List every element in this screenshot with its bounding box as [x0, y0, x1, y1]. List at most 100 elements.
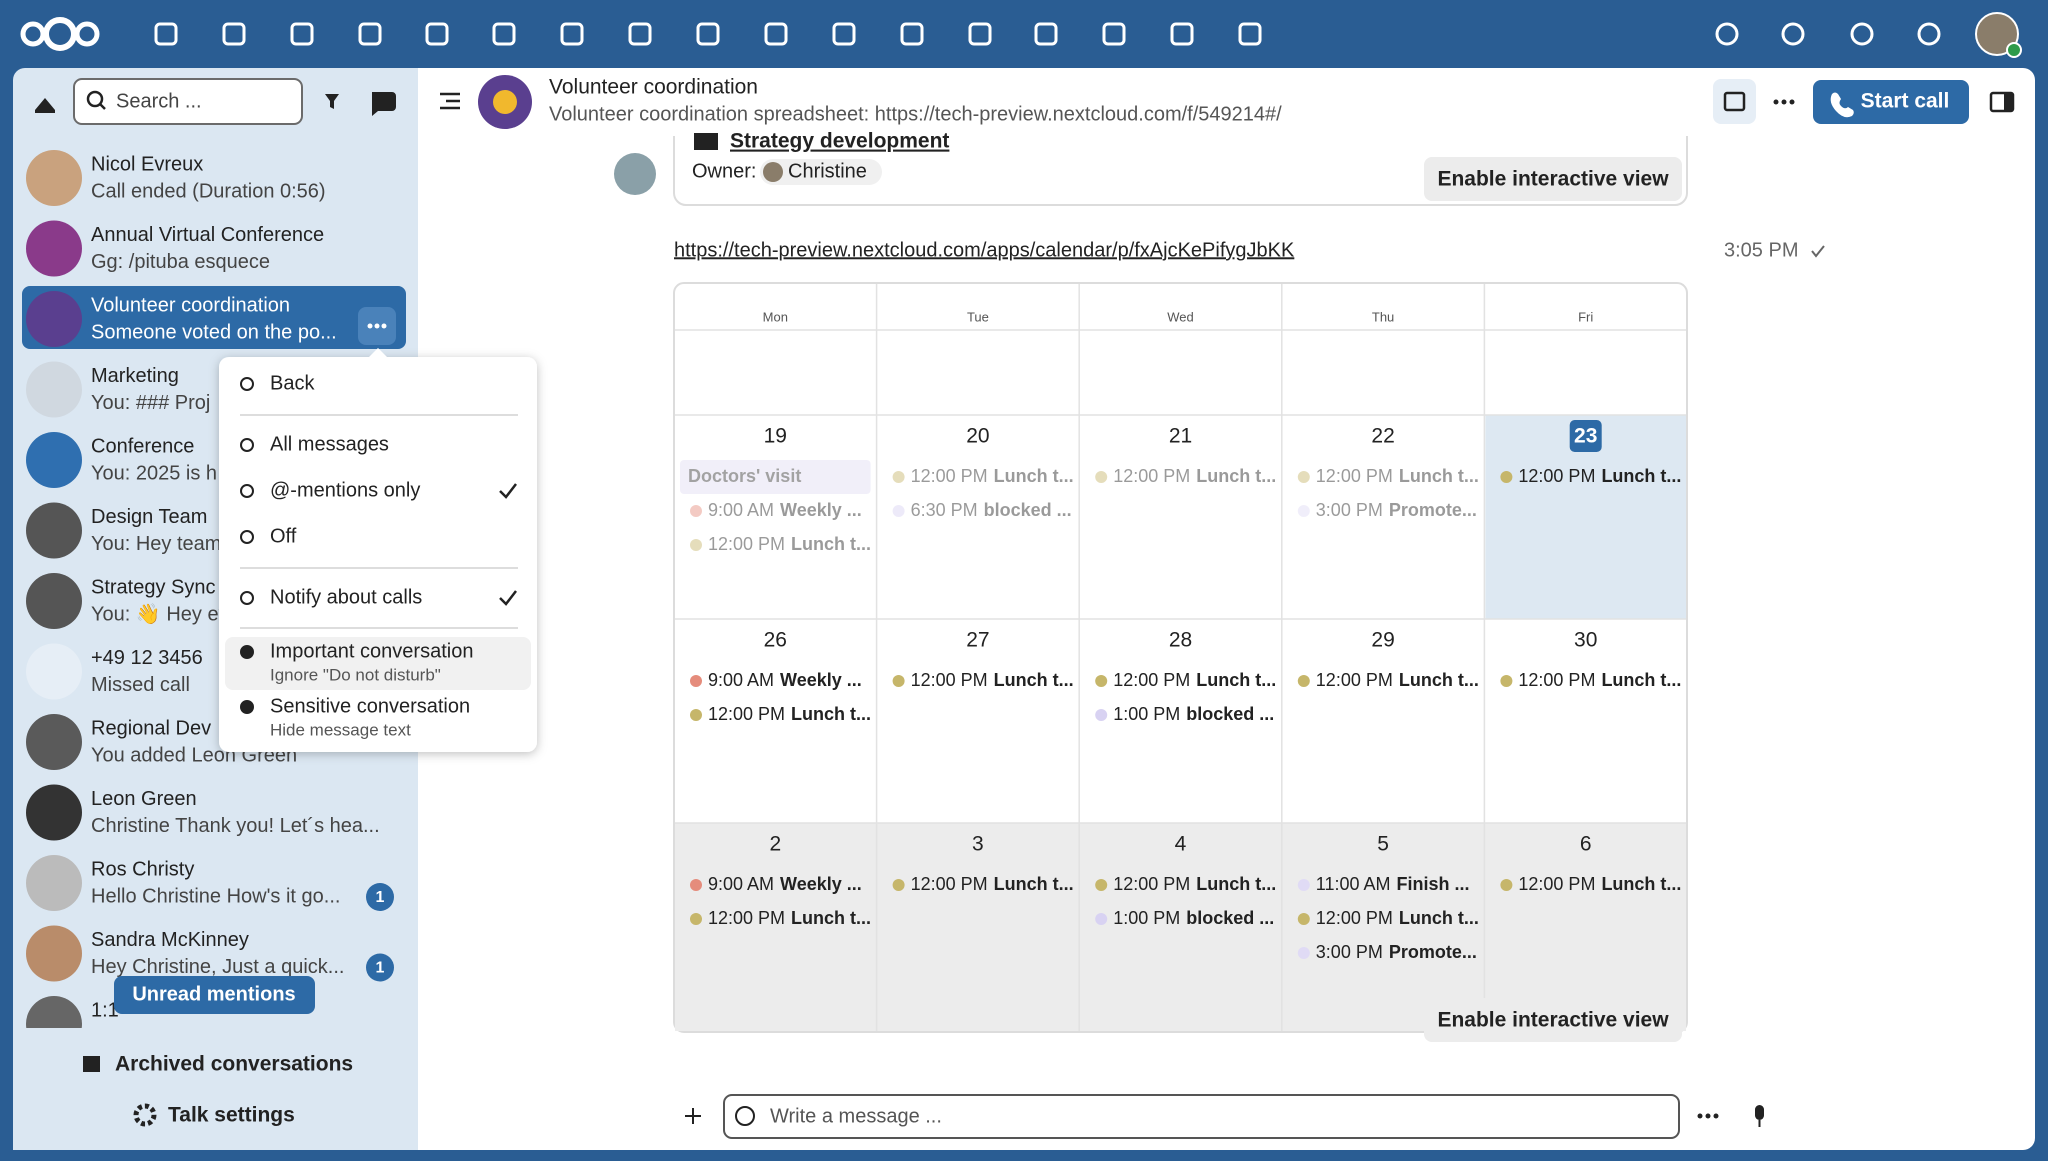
conversation-name[interactable]: 1:1 [91, 999, 119, 1021]
search-placeholder[interactable]: Search ... [116, 90, 202, 112]
app-icon[interactable] [696, 22, 720, 46]
event-title: Lunch t... [791, 908, 871, 928]
day-number: 30 [1574, 629, 1597, 652]
enable-interactive-button[interactable] [1424, 998, 1682, 1042]
event-label: 1:00 PM blocked ... [1113, 704, 1274, 724]
new-conversation-button[interactable] [372, 92, 396, 116]
conversation-name[interactable]: Regional Dev [91, 717, 211, 739]
menu-icon [240, 645, 254, 659]
conversation-name[interactable]: Ros Christy [91, 858, 194, 880]
event-title: Lunch t... [791, 534, 871, 554]
logo[interactable] [20, 17, 100, 51]
event-time: 12:00 PM [1113, 874, 1190, 894]
conversation-name[interactable]: Annual Virtual Conference [91, 224, 324, 246]
filter-button[interactable] [325, 94, 339, 109]
event-time: 12:00 PM [1316, 908, 1393, 928]
conversation-name[interactable]: Sandra McKinney [91, 929, 249, 951]
app-icon[interactable] [425, 22, 449, 46]
event-title: Weekly ... [780, 670, 862, 690]
talk-settings[interactable]: Talk settings [168, 1104, 295, 1127]
enable-interactive-label[interactable]: Enable interactive view [1437, 1009, 1669, 1032]
weekday-label: Wed [1167, 309, 1194, 324]
conversation-name[interactable]: Strategy Sync [91, 576, 216, 598]
unread-badge [366, 953, 394, 982]
event-title: blocked ... [1186, 704, 1274, 724]
menu-item[interactable]: Back [270, 372, 315, 394]
app-icon[interactable] [560, 22, 584, 46]
event-title: Lunch t... [994, 466, 1074, 486]
more-button[interactable] [1773, 99, 1795, 105]
card-title[interactable]: Strategy development [730, 130, 949, 153]
app-icon[interactable] [154, 22, 178, 46]
event-title: Lunch t... [1601, 670, 1681, 690]
home-button[interactable] [35, 98, 55, 113]
selected-conversation [22, 286, 406, 349]
archived-conversations[interactable]: Archived conversations [115, 1053, 353, 1076]
app-icon[interactable] [968, 22, 992, 46]
app-icon[interactable] [1102, 22, 1126, 46]
event-time: 9:00 AM [708, 500, 774, 520]
calendar-event: 12:00 PM Lunch t... [690, 534, 871, 554]
event-label: 12:00 PM Lunch t... [1113, 670, 1276, 690]
event-time: 12:00 PM [1518, 466, 1595, 486]
start-call-label[interactable]: Start call [1861, 90, 1950, 113]
event-dot [892, 879, 905, 891]
conversation-name[interactable]: Leon Green [91, 788, 197, 810]
menu-item[interactable]: All messages [270, 433, 389, 455]
header-icon[interactable] [1850, 22, 1874, 46]
menu-item[interactable]: Sensitive conversation [270, 695, 470, 717]
message-link[interactable]: https://tech-preview.nextcloud.com/apps/… [674, 239, 1295, 261]
app-icon[interactable] [222, 22, 246, 46]
conversation-name[interactable]: Conference [91, 435, 194, 457]
message-input[interactable] [723, 1094, 1680, 1139]
menu-item[interactable]: Important conversation [270, 640, 473, 662]
calendar-button[interactable] [1713, 79, 1756, 124]
day-number: 27 [966, 629, 989, 652]
emoji-button[interactable] [735, 1106, 755, 1126]
menu-icon [240, 377, 254, 391]
app-icon[interactable] [492, 22, 516, 46]
conversation-name[interactable]: Volunteer coordination [91, 294, 290, 316]
unread-mentions-label[interactable]: Unread mentions [132, 983, 295, 1005]
calendar-event: 12:00 PM Lunch t... [892, 874, 1074, 894]
header-icon[interactable] [1917, 22, 1941, 46]
calendar-event: 12:00 PM Lunch t... [1095, 874, 1276, 894]
menu-item[interactable]: Notify about calls [270, 586, 422, 608]
app-icon[interactable] [764, 22, 788, 46]
conversation-name[interactable]: Design Team [91, 506, 207, 528]
menu-icon [240, 530, 254, 544]
composer-more[interactable] [1697, 1113, 1719, 1119]
message-placeholder[interactable]: Write a message ... [770, 1105, 942, 1127]
conversation-name[interactable]: Marketing [91, 365, 179, 387]
sidebar-toggle [2004, 93, 2013, 111]
app-icon[interactable] [628, 22, 652, 46]
app-icon[interactable] [900, 22, 924, 46]
menu-item[interactable]: @-mentions only [270, 479, 420, 501]
calendar-event: 12:00 PM Lunch t... [1500, 874, 1681, 894]
attach-button[interactable] [685, 1108, 701, 1124]
user-avatar[interactable] [1975, 12, 2019, 56]
app-icon[interactable] [832, 22, 856, 46]
conversation-name[interactable]: +49 12 3456 [91, 647, 203, 669]
header-icon[interactable] [1715, 22, 1739, 46]
app-icon[interactable] [358, 22, 382, 46]
app-icon[interactable] [290, 22, 314, 46]
app-icon[interactable] [1238, 22, 1262, 46]
conversation-avatar [26, 502, 82, 559]
toggle-sidebar[interactable] [440, 92, 460, 110]
event-title: Lunch t... [791, 704, 871, 724]
app-icon[interactable] [1170, 22, 1194, 46]
unread-mentions-button[interactable] [114, 976, 315, 1014]
menu-item[interactable]: Off [270, 525, 297, 547]
enable-interactive-button[interactable] [1424, 157, 1682, 201]
calendar-event: 12:00 PM Lunch t... [1095, 466, 1276, 486]
event-time: 12:00 PM [911, 874, 988, 894]
event-label: 12:00 PM Lunch t... [1518, 874, 1681, 894]
search-box[interactable] [73, 78, 303, 125]
event-time: 12:00 PM [1518, 670, 1595, 690]
header-icon[interactable] [1781, 22, 1805, 46]
conversation-name[interactable]: Nicol Evreux [91, 153, 203, 175]
voice-button[interactable] [1755, 1105, 1764, 1127]
enable-interactive-label[interactable]: Enable interactive view [1437, 168, 1669, 191]
app-icon[interactable] [1034, 22, 1058, 46]
